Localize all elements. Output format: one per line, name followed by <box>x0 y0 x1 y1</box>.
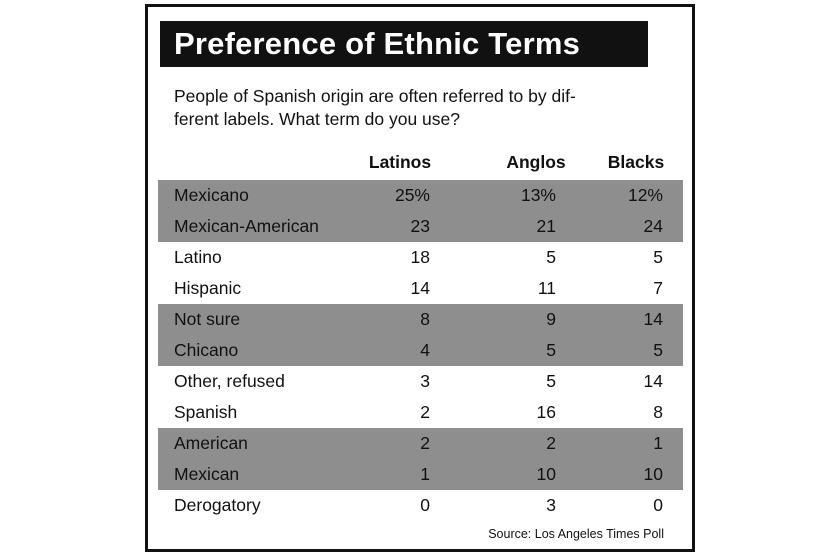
shaded-row-band <box>158 304 683 366</box>
table-cell-blacks: 7 <box>653 278 663 298</box>
table-cell-anglos: 2 <box>546 433 556 453</box>
table-cell-blacks: 5 <box>653 247 663 267</box>
row-label: Chicano <box>174 340 239 360</box>
table-cell-blacks: 14 <box>643 309 663 329</box>
table-cell-blacks: 24 <box>643 216 663 236</box>
row-label: Other, refused <box>174 371 285 391</box>
row-label: Not sure <box>174 309 241 329</box>
row-label: American <box>174 433 248 453</box>
table-cell-blacks: 5 <box>653 340 663 360</box>
row-label: Mexican <box>174 464 240 484</box>
chart-frame: Preference of Ethnic Terms People of Spa… <box>145 4 695 552</box>
table-cell-latinos: 2 <box>420 433 430 453</box>
table-cell-latinos: 25% <box>394 185 430 205</box>
table-cell-latinos: 3 <box>420 371 430 391</box>
table-cell-anglos: 9 <box>546 309 556 329</box>
table-cell-blacks: 10 <box>643 464 663 484</box>
shaded-row-band <box>158 180 683 242</box>
row-label: Hispanic <box>174 278 242 298</box>
column-header-latinos: Latinos <box>368 152 432 172</box>
source-note: Source: Los Angeles Times Poll <box>488 527 664 541</box>
row-label: Latino <box>174 247 222 267</box>
table-cell-latinos: 8 <box>420 309 430 329</box>
table-cell-blacks: 0 <box>653 495 663 515</box>
question-line-2: ferent labels. What term do you use? <box>174 109 460 129</box>
table-cell-latinos: 1 <box>420 464 430 484</box>
table-cell-latinos: 18 <box>410 247 430 267</box>
row-label: Derogatory <box>174 495 261 515</box>
row-label: Mexican-American <box>174 216 319 236</box>
table-cell-blacks: 12% <box>627 185 663 205</box>
row-label: Spanish <box>174 402 238 422</box>
table-cell-anglos: 11 <box>537 278 556 298</box>
shaded-row-band <box>158 428 683 490</box>
table-cell-anglos: 13% <box>520 185 556 205</box>
table-cell-anglos: 5 <box>546 247 556 267</box>
table-cell-latinos: 14 <box>410 278 430 298</box>
question-line-1: People of Spanish origin are often refer… <box>174 86 576 106</box>
table-cell-latinos: 23 <box>410 216 430 236</box>
table-cell-latinos: 4 <box>420 340 430 360</box>
table-cell-latinos: 2 <box>420 402 430 422</box>
table-cell-blacks: 8 <box>653 402 663 422</box>
table-cell-anglos: 5 <box>546 340 556 360</box>
column-header-blacks: Blacks <box>607 152 665 172</box>
table-cell-blacks: 14 <box>643 371 663 391</box>
table-cell-blacks: 1 <box>653 433 663 453</box>
table-cell-anglos: 5 <box>546 371 556 391</box>
column-header-anglos: Anglos <box>506 152 566 172</box>
chart-title: Preference of Ethnic Terms <box>160 21 648 67</box>
table-cell-anglos: 16 <box>536 402 556 422</box>
survey-question: People of Spanish origin are often refer… <box>174 85 674 131</box>
row-label: Mexicano <box>174 185 249 205</box>
table-cell-anglos: 10 <box>536 464 556 484</box>
table-cell-anglos: 21 <box>536 216 556 236</box>
table-cell-anglos: 3 <box>546 495 556 515</box>
table-cell-latinos: 0 <box>420 495 430 515</box>
